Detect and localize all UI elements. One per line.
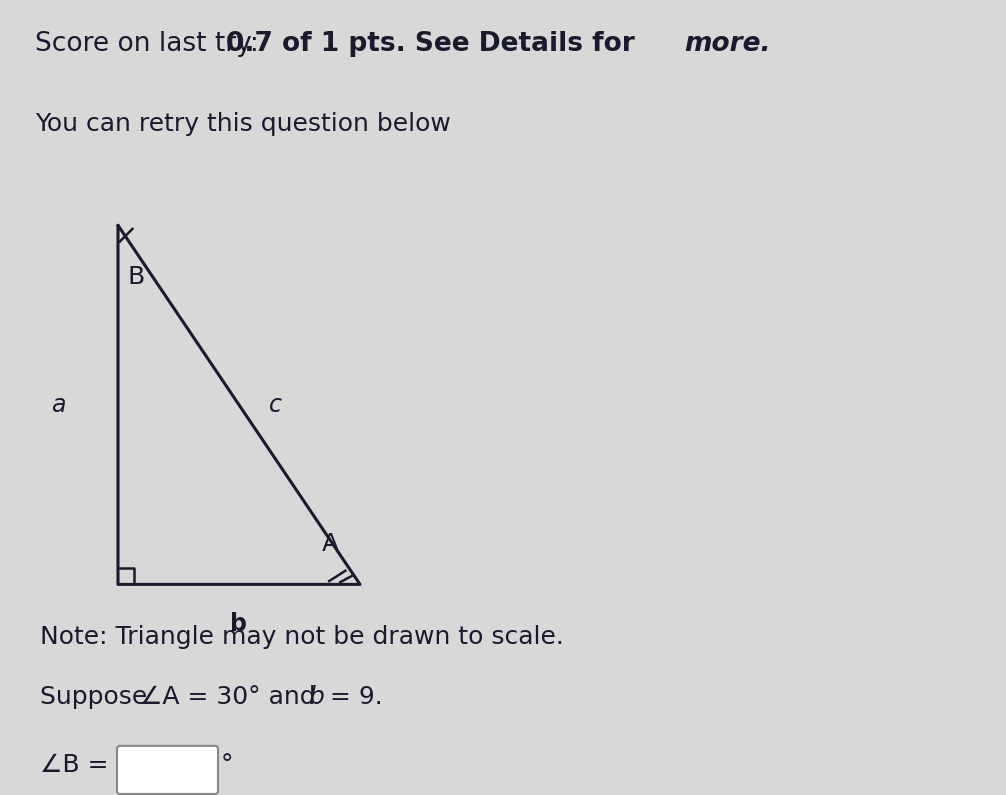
Text: Suppose: Suppose — [40, 684, 155, 708]
Text: Note: Triangle may not be drawn to scale.: Note: Triangle may not be drawn to scale… — [40, 625, 564, 649]
Text: c: c — [269, 393, 282, 417]
Text: a: a — [51, 393, 66, 417]
FancyBboxPatch shape — [117, 746, 218, 794]
Text: A: A — [322, 533, 339, 556]
Text: ∠B =: ∠B = — [40, 753, 109, 777]
Text: Score on last try:: Score on last try: — [35, 32, 268, 57]
Text: °: ° — [221, 753, 233, 777]
Text: ∠A = 30° and: ∠A = 30° and — [140, 684, 324, 708]
Text: b: b — [308, 684, 324, 708]
Text: more.: more. — [684, 32, 771, 57]
Text: You can retry this question below: You can retry this question below — [35, 111, 451, 136]
Text: b: b — [230, 612, 247, 637]
Text: B: B — [128, 266, 145, 289]
Text: = 9.: = 9. — [322, 684, 382, 708]
Text: 0.7 of 1 pts. See Details for: 0.7 of 1 pts. See Details for — [226, 32, 644, 57]
